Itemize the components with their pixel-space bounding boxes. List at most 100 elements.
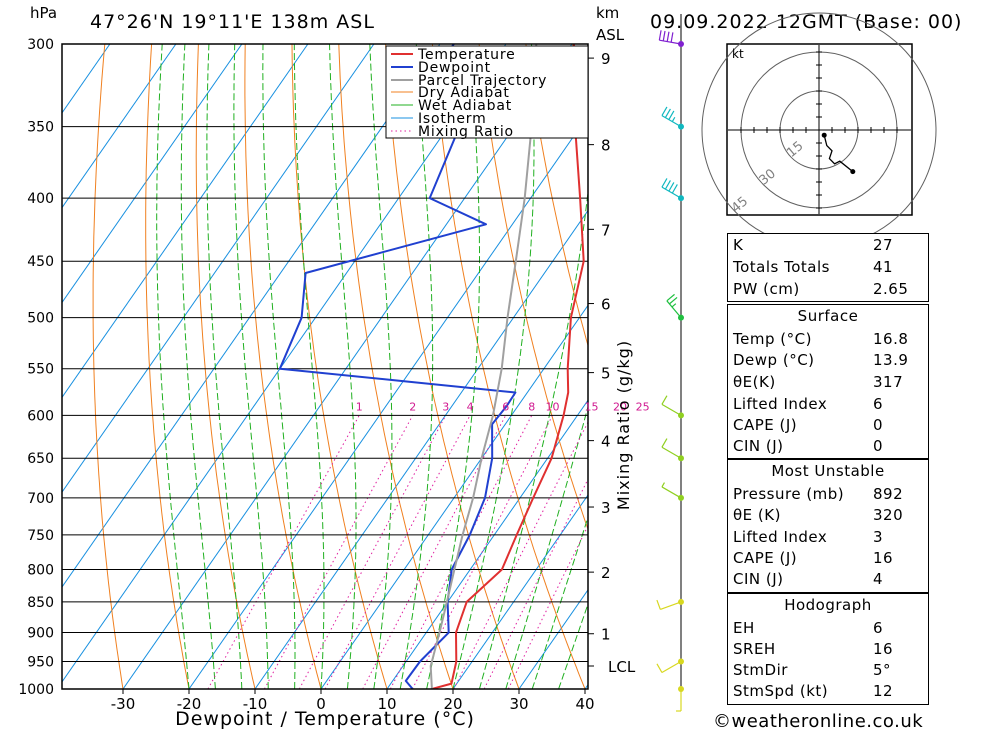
indices-panel: K 27 Totals Totals 41 PW (cm) 2.65 <box>727 233 929 302</box>
surface-value: 317 <box>873 373 904 391</box>
footer-credit: ©weatheronline.co.uk <box>713 711 924 732</box>
legend: Temperature Dewpoint Parcel Trajectory D… <box>385 45 589 140</box>
wind-barb <box>661 482 684 501</box>
pressure-tick-label: 700 <box>27 491 54 507</box>
mixing-ratio-label: 3 <box>442 400 449 413</box>
km-label: km <box>596 4 619 22</box>
mixing-ratio-line <box>298 415 447 689</box>
hodo-value: 16 <box>873 640 894 658</box>
legend-isotherm: Isotherm <box>418 111 487 127</box>
most-unstable-panel: Most Unstable Pressure (mb) 892 θE (K) 320… <box>727 459 929 593</box>
pressure-tick-label: 850 <box>27 595 54 611</box>
surface-label: Temp (°C) <box>733 330 812 348</box>
surface-label: θE(K) <box>733 373 776 391</box>
x-axis-title: Dewpoint / Temperature (°C) <box>175 708 475 730</box>
surface-label: CIN (J) <box>733 437 784 455</box>
hodograph-start-point <box>821 132 827 138</box>
date-title: 09.09.2022 12GMT (Base: 00) <box>650 11 962 33</box>
mixing-ratio-label: 15 <box>585 400 599 413</box>
dry-adiabat-line <box>994 44 1000 689</box>
km-tick-label: 4 <box>601 433 611 451</box>
mixing-ratio-axis-title: Mixing Ratio (g/kg) <box>614 340 633 510</box>
pressure-tick-label: 900 <box>27 626 54 642</box>
mu-value: 320 <box>873 506 904 524</box>
mixing-ratio-label: 4 <box>467 400 474 413</box>
legend-wet-adiabat: Wet Adiabat <box>418 98 512 114</box>
x-tick-label: 10 <box>377 695 396 713</box>
mu-label: θE (K) <box>733 506 781 524</box>
wet-adiabat-line <box>329 44 357 689</box>
km-tick-label: 8 <box>601 137 611 155</box>
wet-adiabat-line <box>233 44 269 689</box>
x-tick-label: -10 <box>243 695 268 713</box>
mixing-ratio-line <box>411 415 553 689</box>
pressure-tick-label: 350 <box>27 120 54 136</box>
profile-lines <box>278 44 585 689</box>
wet-adiabat-line <box>452 44 535 689</box>
pressure-tick-label: 500 <box>27 311 54 327</box>
wet-adiabat-line <box>558 602 588 689</box>
mixing-ratio-label: 6 <box>502 400 509 413</box>
index-label: PW (cm) <box>733 280 800 298</box>
wind-barb <box>661 395 684 419</box>
dry-adiabat-line <box>525 44 588 348</box>
lcl-label: LCL <box>608 658 636 676</box>
pressure-grid <box>62 43 588 690</box>
km-tick-label: 7 <box>601 221 611 239</box>
hodograph-table-title: Hodograph <box>784 596 872 614</box>
hodo-value: 12 <box>873 682 894 700</box>
plot-frame <box>61 43 589 690</box>
mu-value: 892 <box>873 485 904 503</box>
dry-adiabat-line <box>195 44 256 689</box>
wind-barb <box>676 686 684 712</box>
surface-label: Dewp (°C) <box>733 351 815 369</box>
legend-dry-adiabat: Dry Adiabat <box>418 85 510 101</box>
wind-barb <box>661 438 684 462</box>
surface-value: 13.9 <box>873 351 909 369</box>
wind-barb <box>661 106 684 130</box>
temperature-line <box>431 44 585 689</box>
mu-value: 4 <box>873 570 884 588</box>
location-title: 47°26'N 19°11'E 138m ASL <box>90 11 375 33</box>
km-axis: 9 8 7 6 5 4 3 2 1 LCL <box>588 50 636 676</box>
index-row: PW (cm) 2.65 <box>728 279 928 300</box>
isotherm-line <box>62 44 177 209</box>
isotherm-line <box>62 44 309 399</box>
wet-adiabat-line <box>262 44 296 689</box>
pressure-tick-label: 1000 <box>18 682 54 698</box>
wet-adiabat-line <box>206 44 243 689</box>
pressure-tick-label: 650 <box>27 451 54 467</box>
dry-adiabat-line <box>947 44 1000 689</box>
surface-value: 6 <box>873 395 884 413</box>
surface-value: 0 <box>873 437 884 455</box>
pressure-tick-label: 550 <box>27 362 54 378</box>
mu-value: 16 <box>873 549 894 567</box>
hodo-label: EH <box>733 619 755 637</box>
hodograph-end-point <box>850 169 856 175</box>
most-unstable-title: Most Unstable <box>771 462 885 480</box>
mu-label: CIN (J) <box>733 570 784 588</box>
km-tick-label: 6 <box>601 296 611 314</box>
wet-adiabat-line <box>478 187 588 689</box>
isotherm-line <box>254 209 588 689</box>
pressure-tick-label: 400 <box>27 191 54 207</box>
dry-adiabat-line <box>385 44 520 689</box>
wind-barb <box>661 178 684 202</box>
mixing-ratio-label: 1 <box>356 400 363 413</box>
mixing-ratio-label: 25 <box>636 400 650 413</box>
isotherm-line <box>62 44 243 304</box>
km-tick-label: 9 <box>601 50 611 68</box>
pressure-tick-label: 950 <box>27 655 54 671</box>
dewpoint-line <box>278 44 517 689</box>
mu-label: Lifted Index <box>733 528 828 546</box>
mixing-ratio-label: 8 <box>528 400 535 413</box>
surface-label: Lifted Index <box>733 395 828 413</box>
mixing-ratio-line <box>362 415 507 689</box>
mixing-ratio-labels: 1 2 3 4 6 8 10 15 20 25 <box>356 400 650 413</box>
dry-adiabat-line <box>145 44 190 689</box>
isotherm-line <box>320 304 588 689</box>
wet-adiabat-line <box>156 44 190 689</box>
hodograph-table-panel: Hodograph EH 6 SREH 16 StmDir 5° StmSpd (kt… <box>727 593 929 705</box>
wind-barb <box>656 658 684 674</box>
x-tick-label: 20 <box>443 695 462 713</box>
